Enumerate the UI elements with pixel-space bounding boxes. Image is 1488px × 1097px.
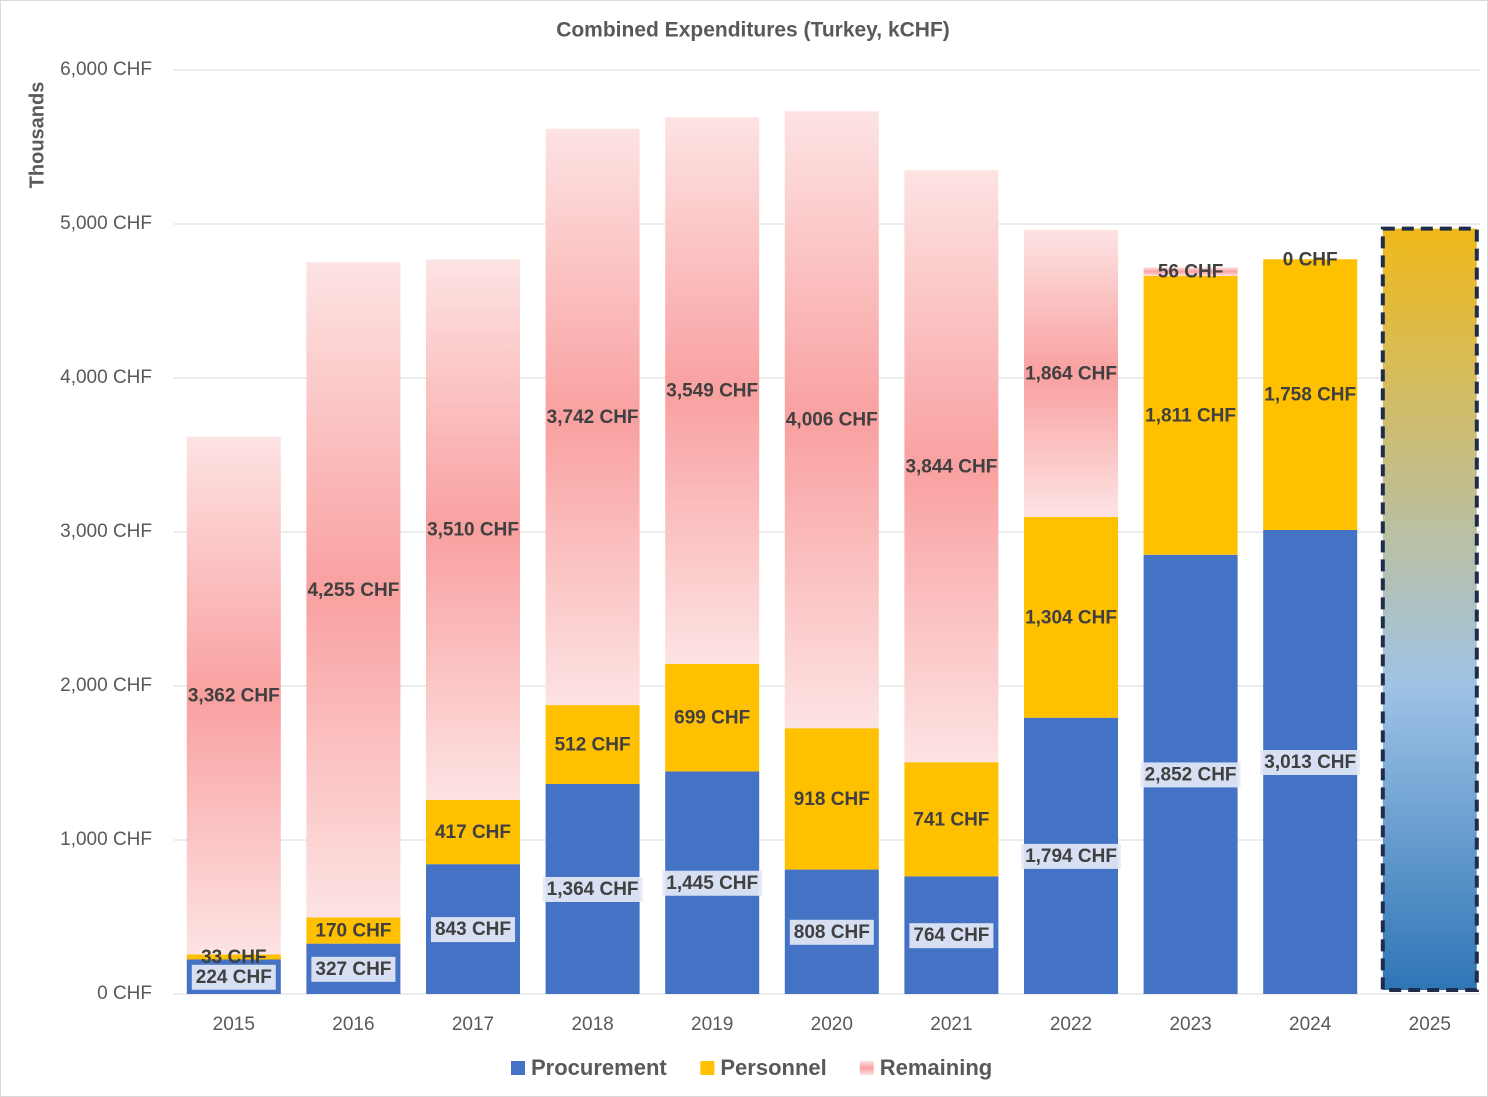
data-label: 4,006 CHF — [786, 410, 878, 431]
data-label-box — [662, 870, 763, 896]
data-label: 741 CHF — [913, 809, 989, 830]
x-tick-label: 2019 — [691, 1014, 733, 1035]
data-label-box — [1021, 843, 1121, 869]
data-label-box — [542, 876, 643, 902]
legend-label: Personnel — [720, 1055, 826, 1080]
data-label-box — [311, 956, 396, 982]
data-label-box — [909, 923, 994, 949]
bar-segment — [545, 128, 640, 706]
y-tick-label: 4,000 CHF — [60, 367, 152, 388]
data-label-box — [430, 917, 516, 943]
y-tick-label: 1,000 CHF — [60, 829, 152, 850]
y-axis-label: Thousands — [26, 82, 48, 189]
data-label: 1,445 CHF — [666, 873, 758, 894]
x-tick-label: 2017 — [452, 1014, 494, 1035]
bar-segment — [665, 663, 760, 772]
x-tick-label: 2020 — [811, 1014, 853, 1035]
bar-segment — [665, 117, 760, 664]
data-label: 3,844 CHF — [905, 456, 997, 477]
legend-swatch — [700, 1061, 715, 1075]
data-label: 699 CHF — [674, 708, 750, 729]
x-tick-label: 2025 — [1409, 1014, 1451, 1035]
x-tick-label: 2022 — [1050, 1014, 1092, 1035]
bar-segment — [904, 762, 999, 877]
bar-segment — [306, 262, 401, 918]
data-label: 3,549 CHF — [666, 381, 758, 402]
y-tick-label: 3,000 CHF — [60, 521, 152, 542]
y-tick-label: 0 CHF — [97, 983, 152, 1004]
data-label-box — [789, 919, 874, 945]
bar-segment — [1024, 516, 1118, 718]
data-label: 56 CHF — [1158, 262, 1223, 283]
data-label-box — [191, 964, 276, 990]
data-label: 2,852 CHF — [1145, 764, 1237, 785]
data-label: 512 CHF — [555, 735, 631, 756]
data-label: 843 CHF — [435, 919, 511, 940]
bar-segment — [1143, 267, 1238, 276]
x-tick-label: 2024 — [1289, 1014, 1332, 1035]
data-label: 808 CHF — [794, 922, 870, 943]
bar-segment — [186, 954, 281, 960]
data-label: 1,864 CHF — [1025, 363, 1117, 384]
data-label: 170 CHF — [315, 921, 391, 942]
data-label: 224 CHF — [196, 967, 272, 988]
data-label: 1,794 CHF — [1025, 846, 1117, 867]
bar-segment — [426, 259, 520, 800]
legend-swatch — [859, 1061, 874, 1075]
x-tick-label: 2018 — [571, 1014, 613, 1035]
legend-label: Procurement — [531, 1055, 667, 1080]
data-label: 764 CHF — [913, 925, 989, 946]
data-label: 1,364 CHF — [547, 879, 639, 900]
data-label-box — [1140, 762, 1241, 788]
legend-swatch — [511, 1061, 525, 1075]
data-label: 33 CHF — [201, 947, 266, 968]
data-label: 4,255 CHF — [307, 580, 399, 601]
data-label: 327 CHF — [315, 959, 391, 980]
data-label: 3,362 CHF — [188, 686, 280, 707]
bar-segment — [1143, 275, 1238, 555]
bar-segment — [784, 728, 879, 870]
bar-segment — [904, 170, 999, 763]
bar-segment — [784, 111, 879, 729]
y-tick-label: 5,000 CHF — [60, 213, 152, 234]
bar-segment — [306, 917, 401, 944]
data-label-box — [1260, 750, 1361, 776]
bar-segment — [426, 799, 520, 865]
data-label: 1,758 CHF — [1264, 385, 1356, 406]
x-tick-label: 2023 — [1169, 1014, 1211, 1035]
data-label: 918 CHF — [794, 789, 870, 810]
legend-label: Remaining — [880, 1055, 992, 1080]
forecast-bar — [1380, 226, 1479, 992]
chart-title: Combined Expenditures (Turkey, kCHF) — [556, 19, 950, 42]
data-label: 3,510 CHF — [427, 520, 519, 541]
data-label: 0 CHF — [1283, 249, 1338, 270]
x-tick-label: 2021 — [930, 1014, 972, 1035]
y-tick-label: 2,000 CHF — [60, 675, 152, 696]
y-tick-label: 6,000 CHF — [60, 59, 152, 80]
bar-segment — [1263, 259, 1358, 530]
data-label: 1,304 CHF — [1025, 607, 1117, 628]
data-label: 3,742 CHF — [547, 407, 639, 428]
data-label: 1,811 CHF — [1145, 405, 1236, 426]
bar-segment — [1024, 229, 1118, 517]
x-tick-label: 2016 — [332, 1014, 374, 1035]
data-label: 417 CHF — [435, 822, 511, 843]
bar-segment — [186, 436, 281, 955]
data-label: 3,013 CHF — [1264, 752, 1356, 773]
bar-segment — [545, 705, 640, 784]
x-tick-label: 2015 — [213, 1014, 255, 1035]
